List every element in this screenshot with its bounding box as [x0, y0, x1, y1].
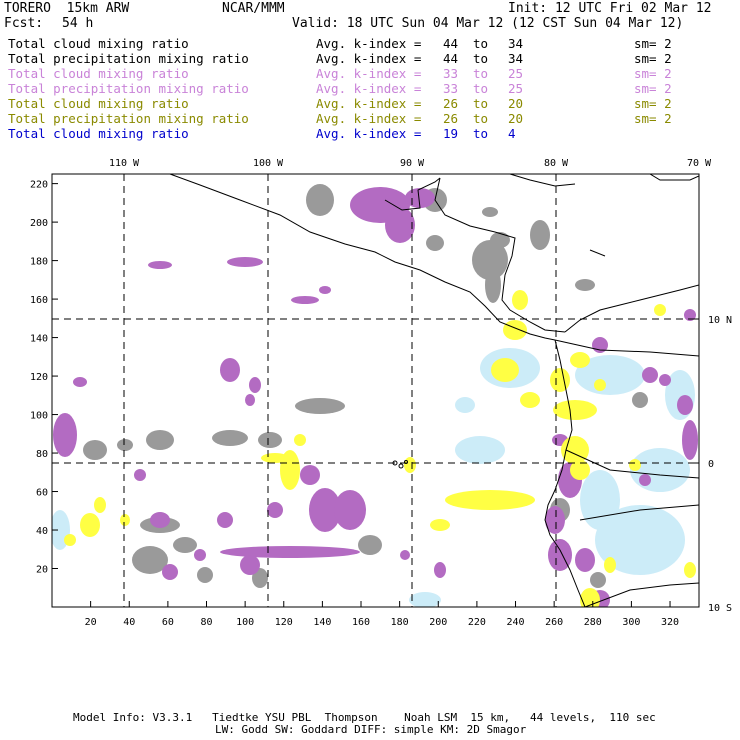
- longitude-label: 100 W: [253, 158, 284, 169]
- init-time: Init: 12 UTC Fri 02 Mar 12: [508, 1, 712, 16]
- legend-smoothing: sm= 2: [634, 96, 672, 111]
- footer-physics-info: LW: Godd SW: Goddard DIFF: simple KM: 2D…: [215, 723, 527, 736]
- y-tick-label: 20: [36, 565, 48, 576]
- legend-k-from: 26: [443, 96, 459, 111]
- legend-k-to: 34: [508, 36, 524, 51]
- x-tick-label: 220: [468, 617, 486, 628]
- legend-k-to: 20: [508, 96, 524, 111]
- x-tick-label: 40: [123, 617, 135, 628]
- y-tick-label: 60: [36, 488, 48, 499]
- coastline: [169, 174, 699, 607]
- latitude-label: 10 N: [708, 315, 732, 326]
- legend-smoothing: sm= 2: [634, 111, 672, 126]
- legend-to-word: to: [473, 36, 489, 51]
- x-tick-label: 60: [162, 617, 174, 628]
- x-tick-label: 20: [85, 617, 97, 628]
- legend-field-name: Total cloud mixing ratio: [8, 126, 189, 141]
- x-tick-label: 120: [275, 617, 293, 628]
- latitude-label: 10 S: [708, 603, 732, 614]
- y-tick-label: 220: [30, 180, 48, 191]
- legend-avg-label: Avg. k-index =: [316, 81, 422, 96]
- legend-avg-label: Avg. k-index =: [316, 96, 422, 111]
- y-tick-label: 100: [30, 411, 48, 422]
- fcst-value: 54 h: [62, 16, 94, 31]
- model-title: TORERO 15km ARW: [4, 1, 130, 16]
- x-tick-label: 240: [506, 617, 524, 628]
- legend-k-from: 33: [443, 66, 459, 81]
- longitude-label: 70 W: [687, 158, 712, 169]
- y-tick-label: 80: [36, 449, 48, 460]
- y-tick-label: 120: [30, 372, 48, 383]
- purple-field: [53, 187, 698, 607]
- x-tick-label: 160: [352, 617, 370, 628]
- legend-k-to: 20: [508, 111, 524, 126]
- legend-field-name: Total precipitation mixing ratio: [8, 111, 249, 126]
- y-tick-label: 40: [36, 526, 48, 537]
- legend-smoothing: sm= 2: [634, 51, 672, 66]
- footer-model-info: Model Info: V3.3.1 Tiedtke YSU PBL Thomp…: [73, 711, 656, 724]
- x-tick-label: 100: [236, 617, 254, 628]
- x-tick-label: 180: [391, 617, 409, 628]
- legend-k-to: 34: [508, 51, 524, 66]
- x-tick-label: 200: [429, 617, 447, 628]
- legend-k-to: 25: [508, 66, 524, 81]
- lat-lon-grid: [52, 174, 699, 607]
- legend-field-name: Total cloud mixing ratio: [8, 36, 189, 51]
- y-axis-ticks: 20 40 60 80 100 120 140 160 180 200 220: [30, 180, 58, 576]
- legend-field-name: Total cloud mixing ratio: [8, 66, 189, 81]
- legend-k-from: 44: [443, 51, 459, 66]
- legend-to-word: to: [473, 66, 489, 81]
- light-blue-field: [52, 348, 695, 607]
- legend-to-word: to: [473, 111, 489, 126]
- legend-k-from: 33: [443, 81, 459, 96]
- valid-time: Valid: 18 UTC Sun 04 Mar 12 (12 CST Sun …: [292, 16, 684, 31]
- legend-avg-label: Avg. k-index =: [316, 66, 422, 81]
- legend-field-name: Total precipitation mixing ratio: [8, 81, 249, 96]
- longitude-label: 110 W: [109, 158, 140, 169]
- legend-k-to: 4: [508, 126, 516, 141]
- y-tick-label: 180: [30, 257, 48, 268]
- fcst-label: Fcst:: [4, 16, 44, 31]
- legend-k-to: 25: [508, 81, 524, 96]
- x-tick-label: 260: [545, 617, 563, 628]
- legend-smoothing: sm= 2: [634, 36, 672, 51]
- legend-avg-label: Avg. k-index =: [316, 126, 422, 141]
- legend-k-from: 19: [443, 126, 459, 141]
- legend-smoothing: sm= 2: [634, 66, 672, 81]
- longitude-label: 80 W: [544, 158, 569, 169]
- x-tick-label: 80: [200, 617, 212, 628]
- legend-field-name: Total precipitation mixing ratio: [8, 51, 249, 66]
- y-tick-label: 140: [30, 334, 48, 345]
- x-tick-label: 320: [661, 617, 679, 628]
- legend-to-word: to: [473, 126, 489, 141]
- legend-avg-label: Avg. k-index =: [316, 111, 422, 126]
- center-name: NCAR/MMM: [222, 1, 285, 16]
- x-tick-label: 140: [313, 617, 331, 628]
- legend-to-word: to: [473, 51, 489, 66]
- x-axis-ticks: 20 40 60 80 100 120 140 160 180 200 220 240 260 280 30…: [85, 601, 679, 628]
- latitude-label: 0: [708, 459, 714, 470]
- legend-field-name: Total cloud mixing ratio: [8, 96, 189, 111]
- latitude-labels: 10 N 0 10 S: [694, 315, 732, 614]
- longitude-labels: 110 W 100 W 90 W 80 W 70 W: [109, 158, 712, 179]
- x-tick-label: 300: [622, 617, 640, 628]
- legend-smoothing: sm= 2: [634, 81, 672, 96]
- legend-to-word: to: [473, 96, 489, 111]
- longitude-label: 90 W: [400, 158, 425, 169]
- legend-k-from: 44: [443, 36, 459, 51]
- plot-frame: [51, 173, 700, 608]
- legend-to-word: to: [473, 81, 489, 96]
- x-tick-label: 280: [584, 617, 602, 628]
- legend-k-from: 26: [443, 111, 459, 126]
- y-tick-label: 200: [30, 218, 48, 229]
- legend-avg-label: Avg. k-index =: [316, 36, 422, 51]
- y-tick-label: 160: [30, 295, 48, 306]
- legend-avg-label: Avg. k-index =: [316, 51, 422, 66]
